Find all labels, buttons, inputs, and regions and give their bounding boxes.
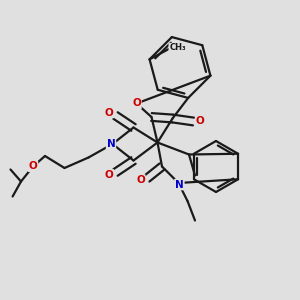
Text: N: N xyxy=(106,139,116,149)
Text: O: O xyxy=(136,175,145,185)
Text: CH₃: CH₃ xyxy=(169,44,186,52)
Text: O: O xyxy=(104,107,113,118)
Text: O: O xyxy=(196,116,205,127)
Text: O: O xyxy=(132,98,141,109)
Text: O: O xyxy=(28,161,38,171)
Text: O: O xyxy=(104,170,113,180)
Text: N: N xyxy=(175,179,184,190)
